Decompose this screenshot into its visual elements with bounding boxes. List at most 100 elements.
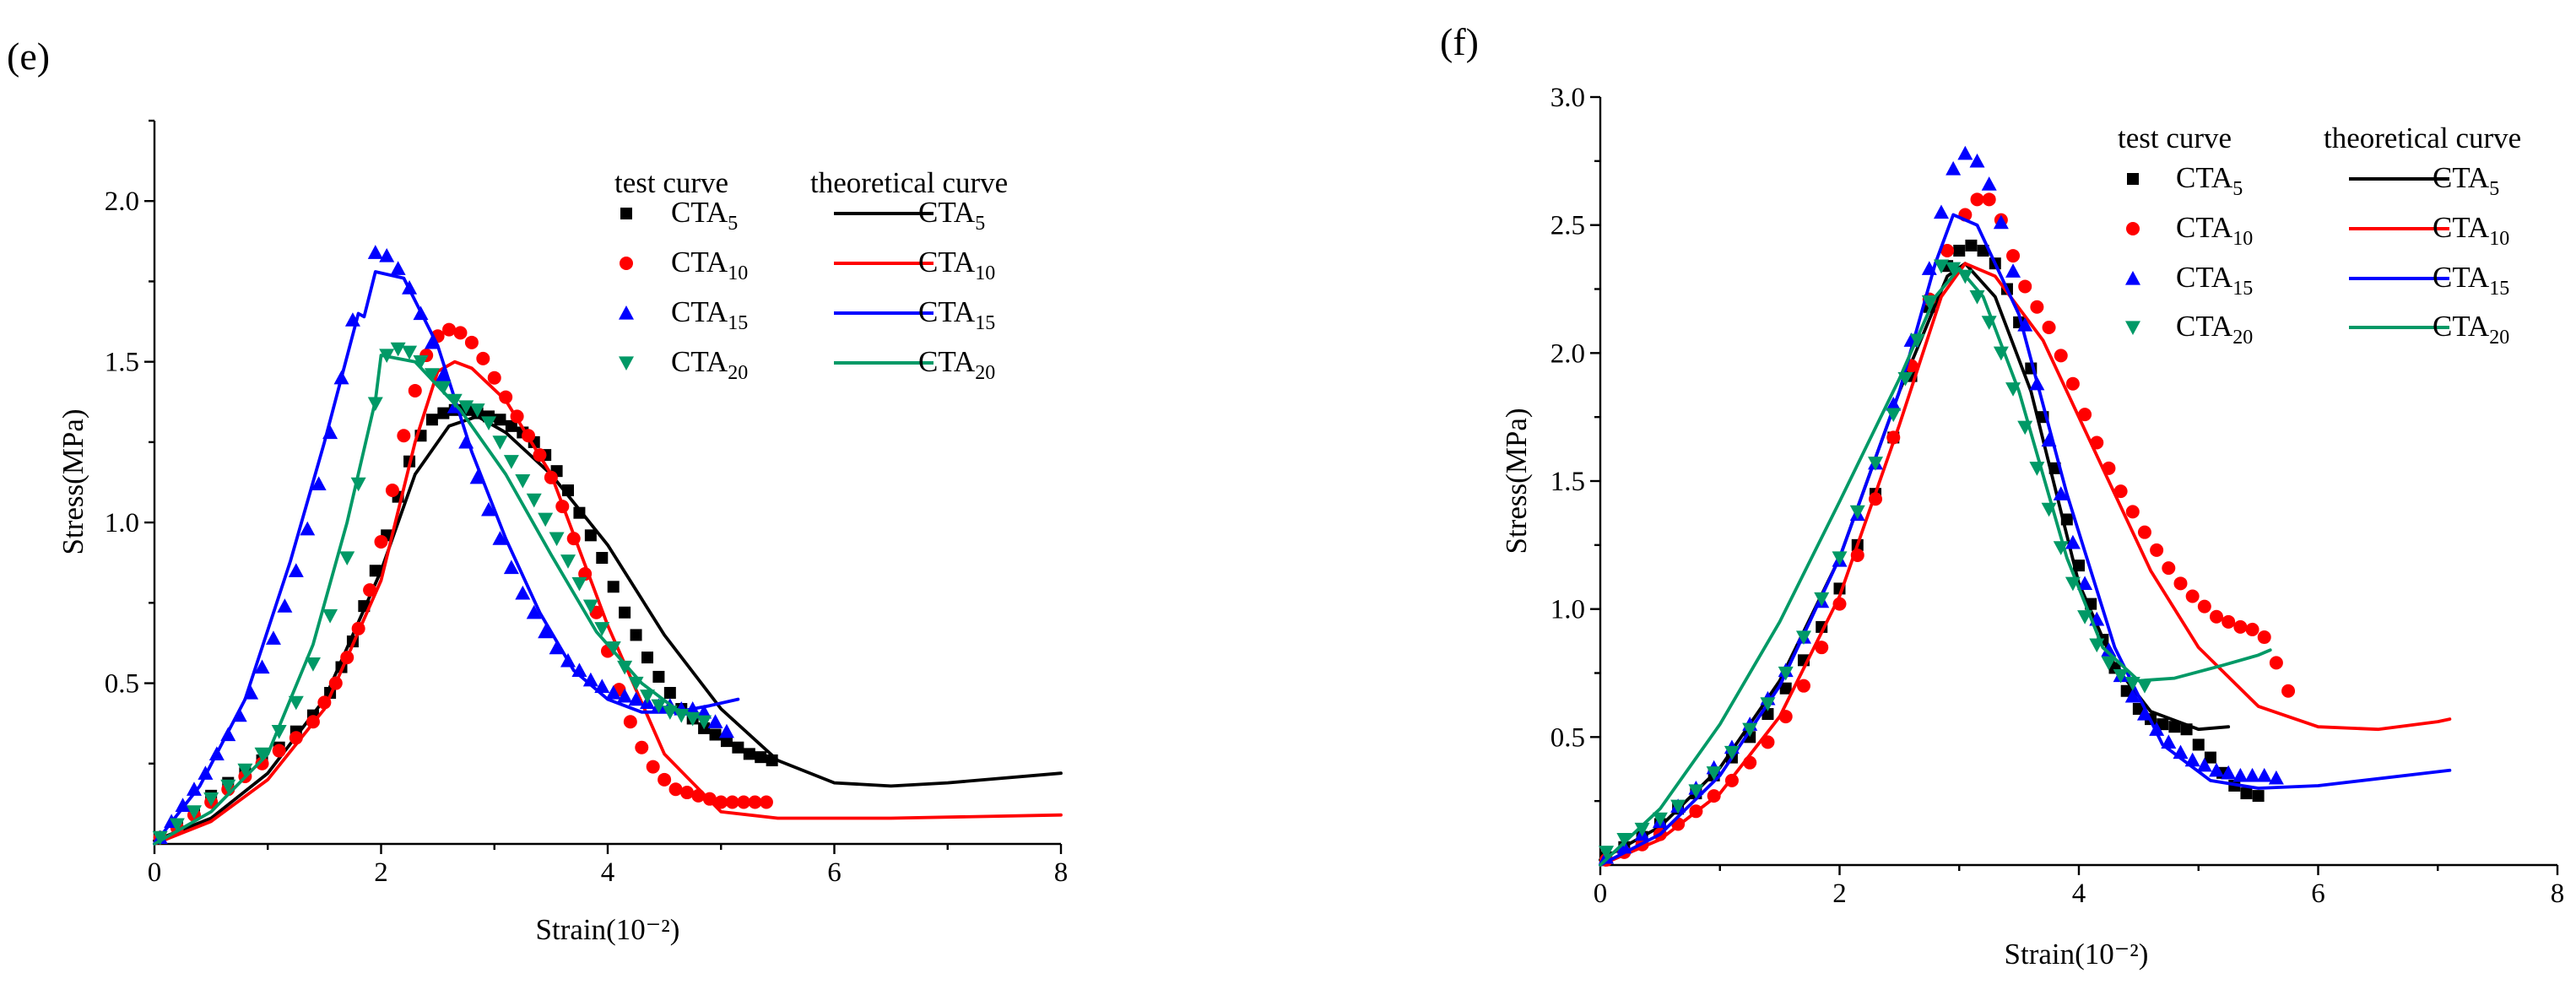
test-point-cta10 (668, 782, 683, 797)
test-point-cta10 (522, 429, 536, 443)
test-point-cta10 (1796, 679, 1810, 693)
test-point-cta5 (1779, 682, 1792, 695)
test-point-cta10 (487, 370, 501, 385)
test-point-cta20 (549, 532, 565, 547)
y-tick-label: 0.5 (105, 669, 139, 700)
test-point-cta10 (2173, 576, 2188, 591)
test-point-cta20 (1778, 666, 1794, 681)
test-point-cta10 (317, 695, 332, 710)
test-point-cta10 (1689, 804, 1703, 819)
theoretical-curve-cta10 (153, 360, 1063, 846)
test-point-cta10 (635, 740, 649, 754)
y-tick-label: 0.5 (1550, 722, 1585, 753)
legend-marker-cta5 (620, 208, 632, 219)
x-axis-title: Strain(10⁻²) (2005, 938, 2149, 971)
test-point-cta10 (2185, 589, 2200, 603)
test-point-cta20 (367, 397, 383, 412)
test-point-cta10 (1724, 773, 1739, 787)
test-point-cta10 (476, 351, 490, 365)
x-tick-label: 8 (2551, 879, 2565, 909)
test-point-cta5 (2120, 684, 2133, 697)
test-point-cta20 (617, 660, 633, 675)
test-point-cta15 (458, 434, 474, 449)
test-point-cta15 (367, 245, 383, 259)
y-tick-label: 1.0 (1550, 595, 1585, 625)
test-point-cta15 (2149, 722, 2165, 736)
test-point-cta20 (492, 435, 508, 450)
test-point-cta5 (437, 407, 450, 419)
test-point-cta10 (2078, 408, 2092, 422)
test-point-cta20 (322, 608, 338, 624)
test-point-cta20 (152, 830, 168, 846)
theoretical-curve-cta15 (153, 270, 740, 846)
test-point-cta20 (2136, 679, 2152, 694)
legend-heading-theory: theoretical curve (810, 166, 1008, 199)
test-point-cta20 (446, 393, 463, 408)
test-point-cta5 (494, 414, 506, 426)
test-point-cta15 (2101, 642, 2117, 657)
test-point-cta15 (594, 679, 610, 694)
legend-label-theory-cta20: CTA20 (918, 345, 995, 384)
test-point-cta5 (2073, 560, 2085, 572)
test-point-cta15 (2161, 734, 2177, 749)
test-point-cta20 (2101, 656, 2117, 671)
test-point-cta5 (641, 652, 653, 664)
test-point-cta15 (2017, 316, 2033, 332)
test-point-cta15 (696, 704, 712, 719)
test-point-cta10 (737, 795, 751, 809)
test-point-cta10 (1832, 597, 1847, 611)
test-point-cta10 (1886, 430, 1901, 445)
test-point-cta20 (2089, 638, 2105, 653)
test-point-cta20 (1981, 316, 1997, 330)
test-point-cta5 (584, 529, 597, 542)
test-point-cta15 (2005, 263, 2021, 278)
test-point-cta10 (1743, 755, 1757, 770)
legend-label-test-cta15: CTA15 (2176, 261, 2253, 300)
test-point-cta15 (2244, 767, 2260, 782)
test-point-cta5 (2192, 738, 2205, 751)
test-point-cta20 (469, 403, 485, 418)
test-point-cta20 (186, 805, 202, 819)
legend-label-test-cta15: CTA15 (671, 295, 748, 334)
test-point-cta15 (436, 366, 452, 381)
test-point-cta10 (555, 500, 570, 514)
test-point-cta20 (1706, 766, 1722, 781)
test-point-cta15 (1946, 160, 1962, 176)
test-point-cta15 (424, 334, 440, 349)
legend-label-test-cta10: CTA10 (2176, 211, 2253, 250)
test-point-cta20 (515, 473, 531, 489)
test-point-cta5 (732, 741, 744, 754)
test-point-cta10 (2269, 656, 2283, 670)
test-point-cta15 (707, 714, 723, 728)
test-point-cta10 (725, 795, 739, 809)
series-cta5 (1599, 239, 2265, 863)
test-point-cta20 (1652, 812, 1668, 827)
test-point-cta20 (458, 400, 474, 414)
test-point-cta15 (175, 798, 191, 812)
test-point-cta15 (1933, 204, 1949, 219)
test-point-cta5 (596, 552, 609, 565)
test-point-cta15 (2209, 762, 2225, 777)
test-point-cta20 (674, 708, 690, 723)
test-point-cta10 (759, 795, 773, 809)
chart-panel-f: (f) 0 2 4 6 8 0.5 1.0 1.5 2.0 2.5 3.0 Strain(10⁻²) St… (1440, 20, 2564, 971)
test-point-cta10 (351, 621, 365, 635)
test-point-cta20 (651, 699, 667, 714)
test-point-cta15 (243, 684, 259, 700)
test-point-cta20 (1616, 833, 1632, 847)
test-point-cta5 (709, 728, 722, 741)
test-point-cta5 (619, 606, 631, 619)
test-point-cta5 (2168, 721, 2181, 733)
test-point-cta10 (1869, 492, 1883, 506)
test-point-cta15 (1921, 261, 1937, 275)
legend-label-test-cta20: CTA20 (671, 345, 748, 384)
test-point-cta15 (322, 424, 338, 440)
legend-heading-test: test curve (614, 166, 728, 199)
test-point-cta20 (503, 455, 519, 469)
test-point-cta15 (2065, 534, 2081, 549)
test-point-cta15 (186, 781, 202, 796)
legend-label-theory-cta5: CTA5 (2433, 161, 2499, 200)
test-point-cta5 (2157, 718, 2169, 731)
x-tick-label: 6 (2311, 879, 2325, 909)
